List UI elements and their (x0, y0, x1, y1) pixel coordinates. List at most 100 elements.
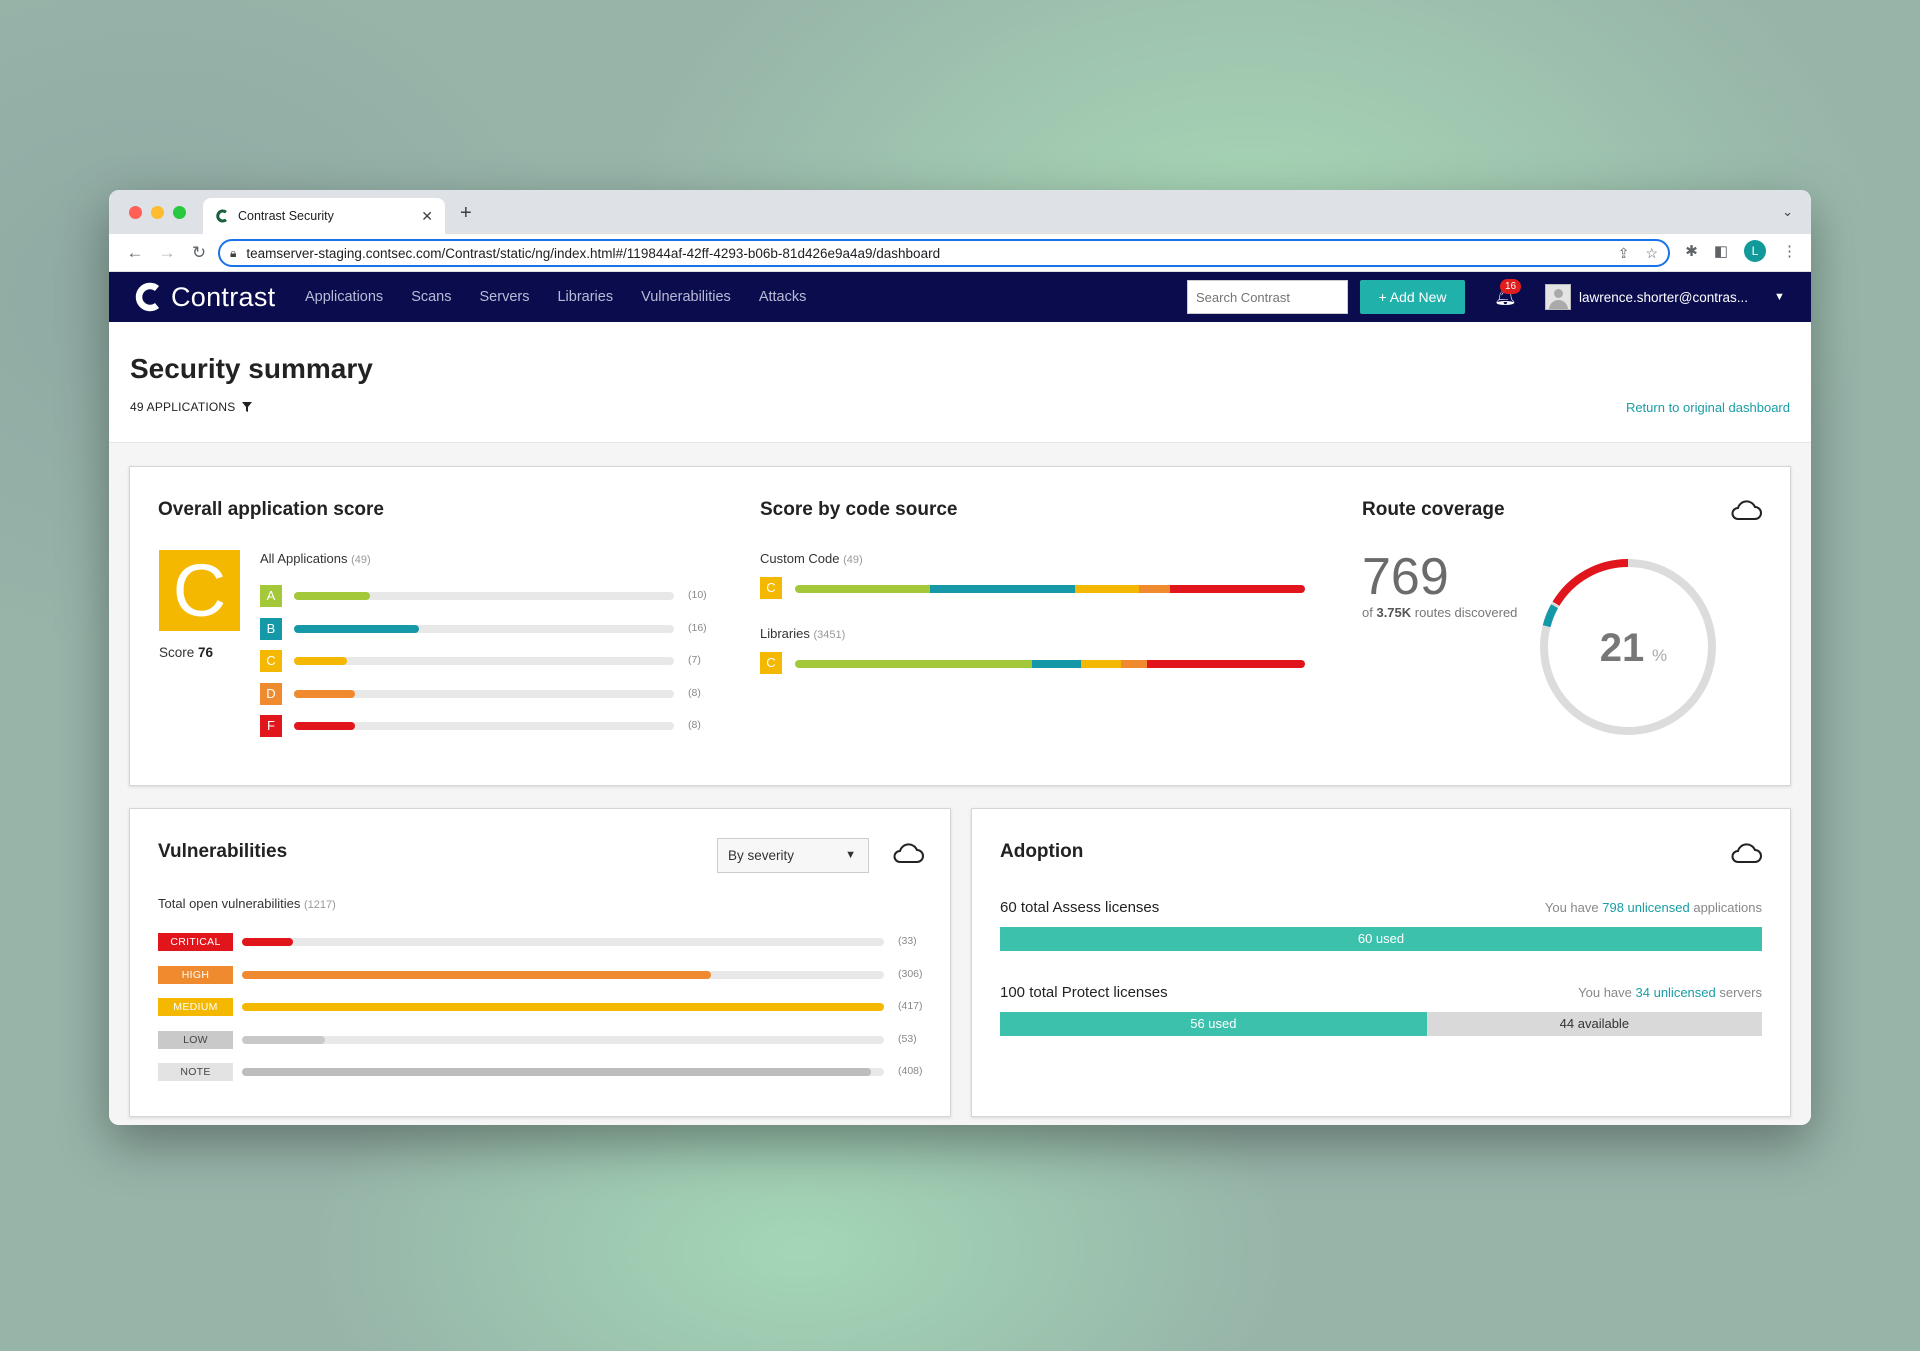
nav-scans[interactable]: Scans (411, 289, 452, 305)
contrast-favicon-icon (215, 209, 229, 223)
overall-score-title: Overall application score (158, 499, 384, 520)
user-menu[interactable]: lawrence.shorter@contras... ▼ (1545, 284, 1785, 310)
application-filter[interactable]: 49 APPLICATIONS (130, 400, 253, 415)
coverage-percent-sign: % (1652, 646, 1667, 665)
contrast-logo-icon (135, 282, 160, 312)
grade-row-c[interactable]: C (7) (260, 650, 720, 672)
nav-vulnerabilities[interactable]: Vulnerabilities (641, 289, 731, 305)
grade-row-d[interactable]: D (8) (260, 682, 720, 705)
severity-bar (242, 1068, 872, 1076)
app-navbar: Contrast Applications Scans Servers Libr… (109, 272, 1811, 322)
add-new-button[interactable]: + Add New (1360, 280, 1465, 314)
score-segment (1080, 660, 1122, 668)
overall-grade-badge: C (159, 550, 240, 631)
route-count: 769 (1362, 548, 1449, 606)
source-count: (3451) (813, 629, 846, 641)
browser-tab[interactable]: Contrast Security ✕ (203, 198, 445, 234)
grade-badge: D (260, 682, 282, 705)
cloud-icon[interactable] (892, 842, 924, 869)
tab-search-icon[interactable]: ⌄ (1782, 204, 1793, 219)
grade-bar (294, 689, 355, 698)
grade-badge: C (260, 650, 282, 672)
profile-avatar[interactable]: L (1744, 240, 1766, 262)
close-window-button[interactable] (129, 206, 142, 219)
code-source-title: Score by code source (760, 499, 958, 520)
grade-track (294, 657, 674, 665)
severity-track (242, 938, 884, 946)
chevron-down-icon[interactable]: ▼ (1774, 291, 1785, 303)
protect-unlicensed-link[interactable]: 34 unlicensed (1635, 985, 1716, 1000)
close-tab-icon[interactable]: ✕ (421, 207, 433, 224)
minimize-window-button[interactable] (151, 206, 164, 219)
browser-window: Contrast Security ✕ + ⌄ ← → ↻ 🔒︎ teamser… (109, 190, 1811, 1125)
nav-applications[interactable]: Applications (305, 289, 384, 305)
browser-tab-bar: Contrast Security ✕ + ⌄ (109, 190, 1811, 234)
severity-row-low[interactable]: LOW (53) (158, 1029, 928, 1051)
avatar (1545, 284, 1571, 310)
severity-count: (408) (898, 1065, 923, 1077)
nav-servers[interactable]: Servers (479, 289, 530, 305)
severity-row-note[interactable]: NOTE (408) (158, 1061, 928, 1083)
share-icon[interactable]: ⇪ (1617, 244, 1630, 261)
address-bar[interactable]: 🔒︎ teamserver-staging.contsec.com/Contra… (218, 239, 1670, 267)
overall-score: Score 76 (159, 645, 213, 660)
notification-badge[interactable]: 16 (1500, 279, 1522, 294)
grade-bar (294, 592, 370, 600)
assess-unlicensed-link[interactable]: 798 unlicensed (1602, 900, 1690, 915)
sidebar-icon[interactable]: ◧ (1713, 243, 1728, 260)
grade-bar (294, 722, 355, 730)
score-segment (795, 660, 1033, 668)
extensions-icon[interactable]: ✱ (1685, 243, 1698, 260)
route-coverage-donut: 21 % (1540, 559, 1716, 735)
score-segment (1075, 585, 1140, 593)
severity-row-medium[interactable]: MEDIUM (417) (158, 996, 928, 1018)
cloud-icon[interactable] (1730, 842, 1762, 869)
source-score-bar (795, 585, 1305, 593)
search-input[interactable] (1187, 280, 1348, 314)
nav-libraries[interactable]: Libraries (557, 289, 614, 305)
severity-select[interactable]: By severity ▼ (717, 838, 869, 873)
assess-note-suffix: applications (1693, 900, 1762, 915)
total-vulnerabilities-label: Total open vulnerabilities (1217) (158, 896, 336, 911)
grade-row-a[interactable]: A (10) (260, 585, 720, 607)
cloud-icon[interactable] (1730, 499, 1762, 526)
brand-name: Contrast (171, 281, 276, 312)
forward-icon[interactable]: → (158, 242, 176, 262)
vulnerabilities-title: Vulnerabilities (158, 841, 288, 862)
chevron-down-icon[interactable]: ▼ (845, 849, 856, 861)
return-dashboard-link[interactable]: Return to original dashboard (1625, 400, 1790, 415)
star-icon[interactable]: ☆ (1645, 244, 1658, 261)
window-controls (129, 206, 186, 219)
grade-count: (16) (688, 621, 707, 634)
all-applications-label: All Applications (49) (260, 551, 371, 566)
group-count: (49) (351, 554, 371, 566)
maximize-window-button[interactable] (173, 206, 186, 219)
grade-row-f[interactable]: F (8) (260, 715, 720, 737)
nav-attacks[interactable]: Attacks (758, 289, 807, 305)
group-label: All Applications (260, 551, 348, 566)
grade-bar (294, 657, 348, 665)
dashboard-page: Security summary 49 APPLICATIONS Return … (109, 322, 1811, 1125)
coverage-percent: 21 (1600, 626, 1645, 670)
severity-track (242, 1068, 884, 1076)
code-source-label: Libraries (3451) (760, 626, 845, 641)
back-icon[interactable]: ← (126, 242, 144, 262)
severity-tag: NOTE (158, 1063, 233, 1081)
severity-count: (53) (898, 1032, 917, 1045)
severity-row-critical[interactable]: CRITICAL (33) (158, 931, 928, 953)
assess-unlicensed-note: You have 798 unlicensed applications (1545, 900, 1762, 915)
severity-track (242, 1035, 884, 1044)
route-coverage-title: Route coverage (1362, 499, 1505, 520)
severity-row-high[interactable]: HIGH (306) (158, 964, 928, 986)
lock-icon[interactable]: 🔒︎ (230, 245, 237, 260)
url-text[interactable]: teamserver-staging.contsec.com/Contrast/… (246, 245, 941, 261)
menu-icon[interactable]: ⋮ (1782, 243, 1797, 260)
page-header: Security summary 49 APPLICATIONS Return … (109, 322, 1811, 443)
contrast-logo[interactable]: Contrast (131, 282, 286, 313)
reload-icon[interactable]: ↻ (191, 242, 207, 262)
severity-count: (306) (898, 967, 923, 980)
filter-icon[interactable] (242, 401, 253, 415)
grade-row-b[interactable]: B (16) (260, 617, 720, 640)
new-tab-icon[interactable]: + (460, 202, 472, 224)
assess-used-segment: 60 used (1000, 927, 1762, 951)
